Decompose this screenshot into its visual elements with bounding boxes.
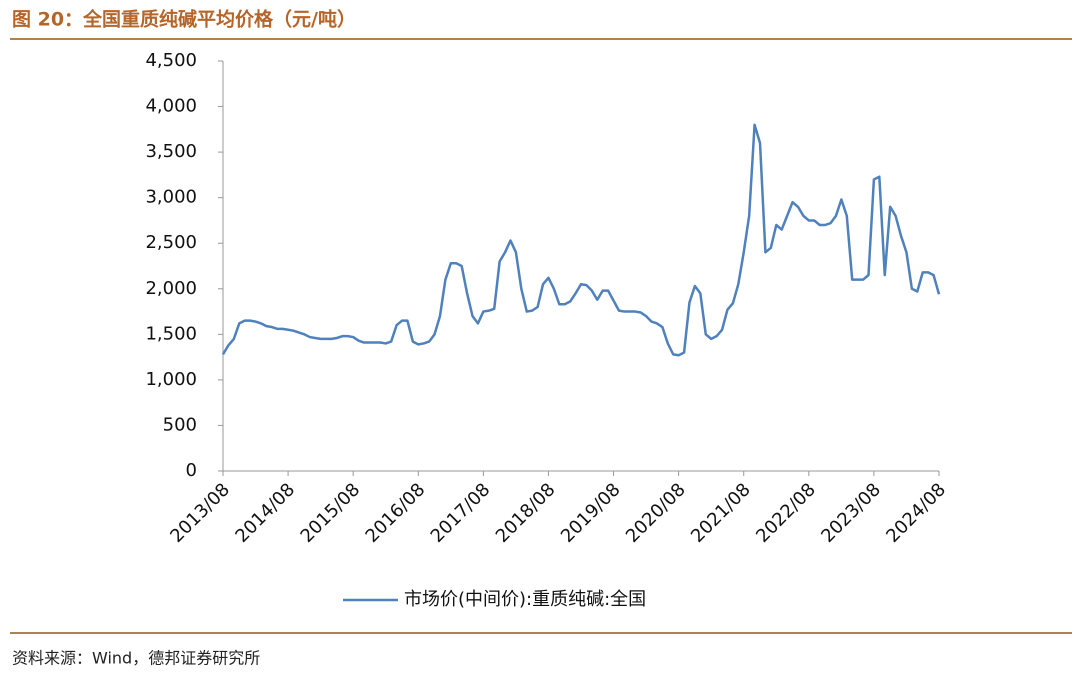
y-tick-label: 500 (163, 414, 197, 435)
chart-title: 图 20：全国重质纯碱平均价格（元/吨） (12, 8, 356, 31)
x-tick-label: 2018/08 (492, 479, 560, 547)
y-tick-label: 2,500 (145, 232, 197, 253)
data-line (221, 123, 941, 357)
x-tick-label: 2019/08 (557, 479, 625, 547)
y-tick-label: 4,500 (145, 50, 197, 71)
y-tick-label: 1,000 (145, 369, 197, 390)
x-tick-label: 2013/08 (166, 479, 234, 547)
x-tick-label: 2024/08 (882, 479, 950, 547)
y-tick-label: 2,000 (145, 278, 197, 299)
x-tick-label: 2023/08 (817, 479, 885, 547)
x-tick-label: 2022/08 (752, 479, 820, 547)
x-tick-label: 2015/08 (297, 479, 365, 547)
x-tick-label: 2016/08 (362, 479, 430, 547)
x-tick-label: 2020/08 (622, 479, 690, 547)
source: 资料来源：Wind，德邦证券研究所 (12, 649, 260, 668)
y-tick-label: 4,000 (145, 96, 197, 117)
legend-label: 市场价(中间价):重质纯碱:全国 (404, 589, 646, 610)
x-tick-label: 2021/08 (687, 479, 755, 547)
x-tick-label: 2014/08 (231, 479, 299, 547)
y-tick-label: 3,000 (145, 187, 197, 208)
y-tick-label: 1,500 (145, 323, 197, 344)
y-tick-label: 0 (186, 460, 197, 481)
x-tick-label: 2017/08 (427, 479, 495, 547)
y-tick-label: 3,500 (145, 141, 197, 162)
